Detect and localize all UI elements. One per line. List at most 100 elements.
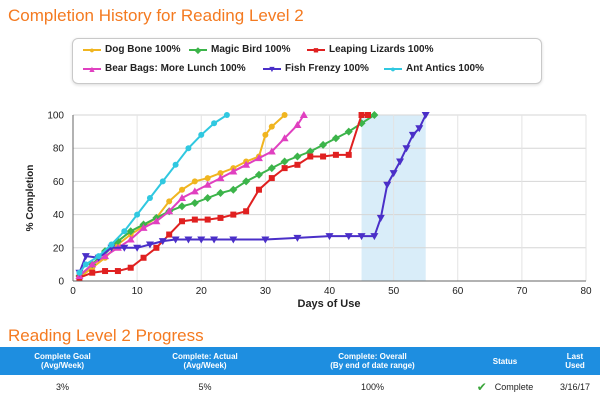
y-tick-label: 60 (53, 177, 65, 188)
data-point (344, 127, 353, 136)
data-point (268, 175, 275, 182)
legend-swatch: ▼ (263, 64, 281, 74)
data-point (242, 160, 251, 168)
data-point (255, 186, 262, 193)
data-point (243, 208, 250, 215)
data-point (198, 131, 205, 138)
data-point (331, 134, 340, 143)
data-point (216, 189, 225, 198)
y-tick-label: 0 (58, 277, 64, 288)
x-tick-label: 30 (260, 286, 272, 297)
data-point (146, 195, 153, 201)
y-tick-label: 100 (47, 111, 64, 122)
data-point (88, 260, 97, 268)
data-point (178, 194, 187, 201)
data-point (185, 145, 192, 152)
data-point (254, 170, 263, 179)
data-point (171, 236, 180, 244)
data-point (172, 161, 179, 168)
legend-label: Magic Bird 100% (211, 44, 291, 55)
data-point (114, 268, 121, 275)
data-point (102, 268, 109, 275)
progress-title: Reading Level 2 Progress (8, 326, 204, 345)
data-point (121, 228, 128, 235)
data-point (127, 264, 134, 271)
data-point (190, 198, 199, 207)
data-point (307, 153, 314, 160)
header-complete-goal: Complete Goal (Avg/Week) (34, 352, 91, 370)
header-status: Status (492, 356, 518, 366)
legend-swatch: ▲ (83, 64, 101, 74)
data-point (216, 174, 225, 182)
data-point (408, 131, 417, 139)
x-tick-label: 50 (388, 286, 400, 297)
data-point (166, 198, 173, 205)
data-point (179, 186, 186, 193)
series-5 (76, 112, 230, 276)
data-point (190, 187, 199, 195)
data-point (389, 170, 398, 178)
data-point (134, 211, 141, 218)
header-complete-overall: Complete: Overall (By end of date range) (330, 352, 415, 370)
data-point (281, 165, 288, 172)
data-point (344, 233, 353, 241)
x-tick-label: 20 (196, 286, 208, 297)
legend-entry: ● Ant Antics 100% (384, 63, 484, 74)
legend-label: Bear Bags: More Lunch 100% (105, 63, 246, 74)
data-point (376, 214, 385, 222)
data-point (191, 178, 198, 185)
series-3 (75, 111, 308, 280)
checkmark-icon: ✔ (476, 380, 487, 394)
y-tick-label: 20 (53, 243, 65, 254)
data-point (82, 261, 89, 268)
data-point (229, 236, 238, 244)
data-point (126, 227, 135, 236)
data-point (268, 123, 275, 130)
legend-label: Ant Antics 100% (406, 63, 484, 74)
data-point (145, 241, 154, 249)
data-point (229, 185, 238, 194)
data-point (101, 252, 110, 260)
data-point (281, 112, 288, 118)
data-point (421, 112, 430, 119)
series-line (79, 114, 368, 279)
series-1 (75, 111, 379, 281)
line-chart: 0 20 40 60 80 100 0 10 20 30 40 50 60 70 80 % Completi… (25, 111, 592, 311)
legend-swatch: ■ (307, 45, 325, 55)
data-point (81, 253, 90, 261)
legend-entry: ▲ Bear Bags: More Lunch 100% (83, 63, 246, 74)
table-row: 3% 5% 100% ✔ Complete 3/16/17 (0, 375, 600, 400)
progress-table: Complete Goal (Avg/Week) Complete: Actua… (0, 347, 600, 400)
x-tick-label: 0 (70, 286, 76, 297)
data-point (396, 158, 405, 166)
cell-status: ✔ Complete (460, 375, 550, 400)
data-point (191, 216, 198, 223)
data-point (402, 145, 411, 153)
series-line (78, 114, 375, 277)
legend-label: Fish Frenzy 100% (285, 63, 369, 74)
data-point (267, 164, 276, 173)
x-tick-label: 60 (452, 286, 464, 297)
data-point (229, 167, 238, 175)
cell-goal: 3% (55, 382, 69, 392)
y-tick-label: 80 (53, 144, 65, 155)
series-line (78, 114, 286, 279)
data-point (95, 253, 102, 260)
data-point (159, 178, 166, 185)
cell-actual: 5% (198, 382, 212, 392)
legend-swatch: ◆ (189, 45, 207, 55)
data-point (357, 233, 366, 241)
legend-entry: ● Dog Bone 100% (83, 44, 181, 55)
series-2 (76, 112, 371, 281)
data-point (211, 120, 218, 127)
data-point (262, 131, 269, 138)
data-point (203, 180, 212, 188)
data-point (203, 194, 212, 202)
data-point (108, 241, 115, 248)
data-point (325, 233, 334, 241)
data-point (254, 154, 263, 162)
data-point (179, 218, 186, 225)
data-point (153, 244, 160, 251)
chart-legend: ● Dog Bone 100% ◆ Magic Bird 100% ■ Leaping L… (72, 38, 542, 84)
data-point (345, 151, 352, 158)
